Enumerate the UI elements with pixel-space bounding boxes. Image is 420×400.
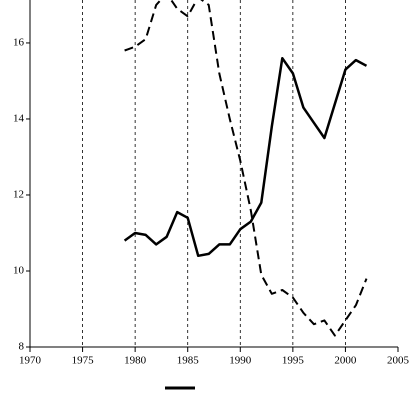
x-tick-label: 1995 bbox=[282, 355, 305, 367]
x-tick-label: 1990 bbox=[229, 355, 252, 367]
series-line bbox=[123, 56, 368, 258]
x-tick-label: 1980 bbox=[124, 355, 147, 367]
x-tick-label: 1970 bbox=[19, 355, 42, 367]
y-tick-label: 8 bbox=[19, 341, 25, 353]
plot-area bbox=[123, 0, 368, 337]
y-tick-label: 14 bbox=[13, 112, 25, 124]
x-tick-label: 1985 bbox=[177, 355, 200, 367]
x-tick-label: 2005 bbox=[387, 355, 410, 367]
x-tick-label: 2000 bbox=[334, 355, 357, 367]
x-tick-label: 1975 bbox=[72, 355, 95, 367]
y-tick-label: 10 bbox=[13, 265, 25, 277]
y-tick-label: 12 bbox=[13, 189, 24, 201]
series-line bbox=[124, 0, 368, 337]
y-tick-label: 16 bbox=[13, 36, 25, 48]
